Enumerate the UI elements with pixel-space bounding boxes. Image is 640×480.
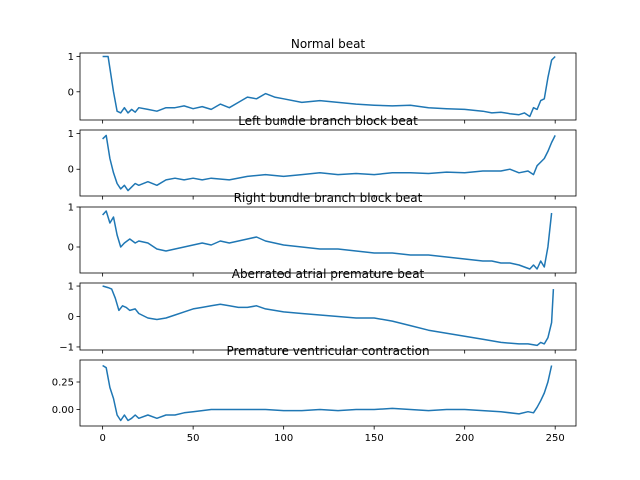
y-tick-label: 0.00 <box>52 405 74 416</box>
x-tick-label: 50 <box>187 433 200 444</box>
subplot-4: 1 0 −1 Aberrated atrial premature beat <box>59 267 577 354</box>
y-tick-label: 1 <box>68 282 74 293</box>
x-tick-label: 150 <box>365 433 384 444</box>
series-line-2 <box>102 134 556 192</box>
y-tick-label: −1 <box>59 342 74 353</box>
y-tick-label: 0 <box>68 312 74 323</box>
subplot-3: 1 0 Right bundle branch block beat <box>68 191 577 277</box>
x-tick-label: 100 <box>274 433 293 444</box>
axes-frame <box>79 282 577 351</box>
axes-frame <box>79 359 577 427</box>
subplot-5: 0.25 0.00 0 50 100 150 200 250 Premature ventric… <box>52 344 577 444</box>
y-tick-label: 0 <box>68 87 74 98</box>
series-line-4 <box>102 285 555 347</box>
x-tick-label: 200 <box>455 433 474 444</box>
y-tick-label: 1 <box>68 129 74 140</box>
y-tick-label: 1 <box>68 203 74 214</box>
y-tick-label: 0.25 <box>52 378 74 389</box>
subplot-title: Normal beat <box>291 37 366 51</box>
x-tick-label: 250 <box>546 433 565 444</box>
series-line-3 <box>102 210 553 270</box>
axes-frame <box>79 129 577 197</box>
y-tick-label: 0 <box>68 165 74 176</box>
series-line-5 <box>102 364 553 422</box>
y-tick-label: 0 <box>68 243 74 254</box>
subplot-title: Left bundle branch block beat <box>238 114 418 128</box>
x-tick-label: 0 <box>99 433 105 444</box>
subplot-2: 1 0 Left bundle branch block beat <box>68 114 577 200</box>
series-line-1 <box>102 55 556 118</box>
subplot-title: Aberrated atrial premature beat <box>232 267 425 281</box>
subplot-title: Right bundle branch block beat <box>234 191 423 205</box>
y-tick-label: 1 <box>68 52 74 63</box>
axes-frame <box>79 206 577 274</box>
axes-frame <box>79 52 577 121</box>
subplot-title: Premature ventricular contraction <box>226 344 429 358</box>
subplot-1: 1 0 Normal beat <box>68 37 577 124</box>
